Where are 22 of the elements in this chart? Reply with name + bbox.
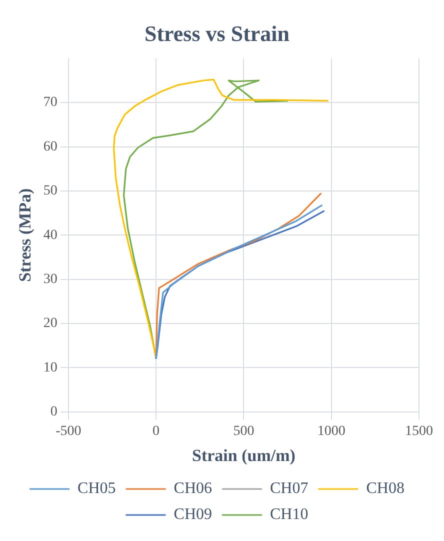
y-tick-label: 10 [43,360,58,376]
legend-label: CH08 [366,480,404,498]
y-tick-label: 60 [43,139,58,154]
x-tick-label: -500 [56,424,82,439]
y-tick-label: 40 [43,228,58,243]
chart-title: Stress vs Strain [144,20,290,46]
legend-label: CH06 [174,480,212,498]
y-tick-label: 0 [50,404,58,420]
x-tick-label: 1000 [317,424,346,439]
y-tick-label: 50 [43,184,58,199]
y-tick-label: 20 [43,316,58,332]
x-tick-label: 1500 [405,424,433,439]
legend-label: CH10 [270,506,308,524]
y-tick-label: 30 [43,272,58,287]
y-axis-title: Stress (MPa) [16,188,35,282]
x-tick-label: 500 [233,424,254,439]
legend-label: CH07 [270,480,308,498]
x-tick-label: 0 [152,424,160,439]
y-tick-label: 70 [43,95,58,110]
legend-label: CH09 [174,506,212,524]
legend-label: CH05 [78,480,116,498]
x-axis-title: Strain (um/m) [192,446,296,466]
